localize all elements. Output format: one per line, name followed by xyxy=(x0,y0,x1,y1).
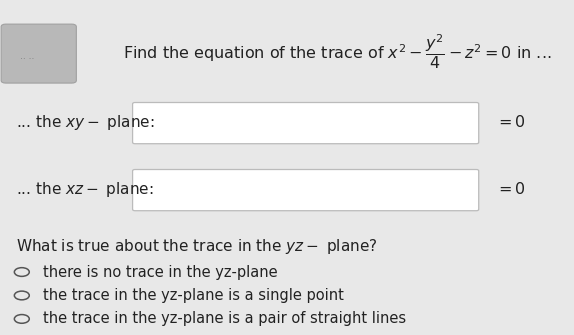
Text: there is no trace in the yz-plane: there is no trace in the yz-plane xyxy=(43,265,278,279)
Text: What is true about the trace in the $yz-$ plane?: What is true about the trace in the $yz-… xyxy=(16,237,378,256)
Text: Find the equation of the trace of $x^2 - \dfrac{y^2}{4} - z^2 = 0$ in ...: Find the equation of the trace of $x^2 -… xyxy=(123,32,552,71)
Text: $= 0$: $= 0$ xyxy=(495,114,525,130)
FancyBboxPatch shape xyxy=(133,170,479,211)
Text: the trace in the yz-plane is a single point: the trace in the yz-plane is a single po… xyxy=(43,288,344,303)
Text: the trace in the yz-plane is a pair of straight lines: the trace in the yz-plane is a pair of s… xyxy=(43,312,406,326)
FancyBboxPatch shape xyxy=(1,24,76,83)
Text: ... the $xy-$ plane:: ... the $xy-$ plane: xyxy=(16,113,154,132)
Text: .. ..: .. .. xyxy=(20,52,34,61)
Text: ... the $xz-$ plane:: ... the $xz-$ plane: xyxy=(16,180,154,199)
FancyBboxPatch shape xyxy=(133,103,479,144)
Text: $= 0$: $= 0$ xyxy=(495,181,525,197)
